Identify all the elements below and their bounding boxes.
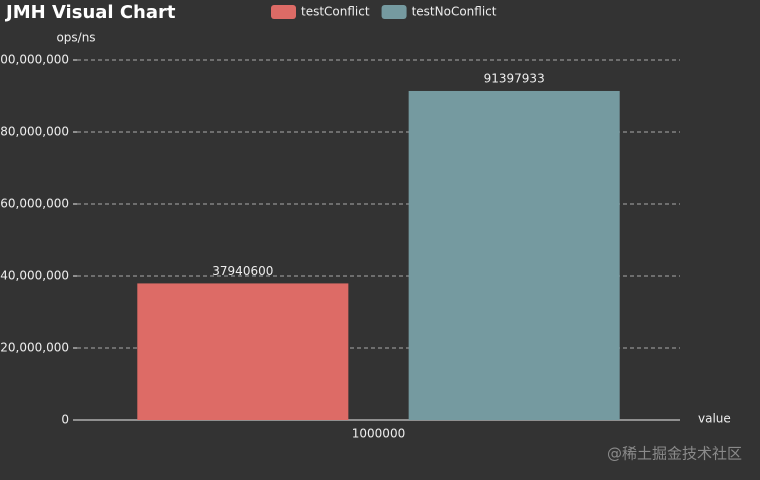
y-tick-label: 60,000,000 bbox=[0, 197, 69, 211]
bar bbox=[408, 90, 620, 420]
legend-swatch[interactable] bbox=[381, 5, 407, 19]
y-tick-label: 40,000,000 bbox=[0, 269, 69, 283]
x-tick-label: 1000000 bbox=[352, 427, 405, 441]
watermark: @稀土掘金技术社区 bbox=[607, 445, 742, 463]
y-tick-label: 20,000,000 bbox=[0, 341, 69, 355]
y-axis-label: ops/ns bbox=[56, 31, 95, 45]
y-tick-label: 0 bbox=[61, 413, 69, 427]
value-label: 91397933 bbox=[484, 71, 545, 85]
chart-title: JMH Visual Chart bbox=[4, 2, 176, 23]
y-tick-label: 80,000,000 bbox=[0, 125, 69, 139]
bar bbox=[137, 283, 349, 420]
x-axis-label: value bbox=[698, 412, 731, 426]
y-tick-label: 100,000,000 bbox=[0, 53, 69, 67]
legend-label[interactable]: testConflict bbox=[301, 5, 370, 19]
value-label: 37940600 bbox=[212, 264, 273, 278]
legend-swatch[interactable] bbox=[271, 5, 296, 19]
legend-label[interactable]: testNoConflict bbox=[412, 5, 497, 19]
